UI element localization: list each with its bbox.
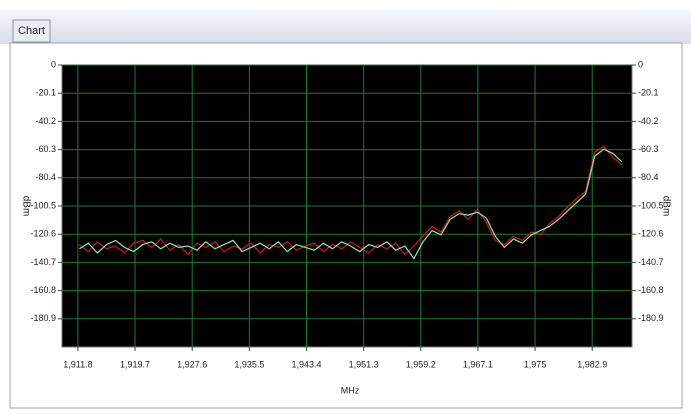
x-tick-label: 1,982.9	[577, 359, 607, 369]
y-tick-label: -100.5	[30, 200, 56, 210]
y-tick-label: -20.1	[35, 88, 56, 98]
y-tick-label: -60.3	[35, 144, 56, 154]
y2-tick-label: 0	[638, 59, 643, 69]
y2-tick-label: -140.7	[638, 257, 664, 267]
y2-tick-label: -160.8	[638, 285, 664, 295]
y-tick-label: -180.9	[30, 313, 56, 323]
x-tick-label: 1,959.2	[406, 359, 436, 369]
y-tick-label: -80.4	[35, 172, 56, 182]
y-tick-label: -160.8	[30, 285, 56, 295]
y2-axis-label: dBm	[660, 196, 671, 217]
x-tick-label: 1,919.7	[120, 359, 150, 369]
y2-tick-label: -120.6	[638, 229, 664, 239]
tab[interactable]	[12, 19, 51, 43]
x-tick-label: 1,967.1	[463, 359, 493, 369]
y2-tick-label: -40.2	[638, 116, 659, 126]
y2-tick-label: -180.9	[638, 313, 664, 323]
y2-tick-label: -80.4	[638, 172, 659, 182]
y-tick-label: -40.2	[35, 116, 56, 126]
toolbar	[0, 10, 691, 44]
y2-tick-label: -100.5	[638, 200, 664, 210]
y2-tick-label: -20.1	[638, 88, 659, 98]
x-tick-label: 1,951.3	[349, 359, 379, 369]
y-axis-label: dBm	[20, 196, 31, 217]
x-tick-label: 1,975	[524, 359, 547, 369]
y-tick-label: -140.7	[30, 257, 56, 267]
x-axis-label: MHz	[341, 385, 360, 395]
x-tick-label: 1,927.6	[177, 359, 207, 369]
trace-line	[79, 148, 623, 260]
y2-tick-label: -60.3	[638, 144, 659, 154]
trace-line	[79, 145, 623, 256]
y-tick-label: 0	[51, 59, 56, 69]
x-tick-label: 1,911.8	[63, 359, 92, 369]
tab-label[interactable]: Chart	[18, 25, 45, 37]
y-tick-label: -120.6	[30, 229, 56, 239]
x-tick-label: 1,935.5	[234, 359, 264, 369]
x-tick-label: 1,943.4	[291, 359, 321, 369]
